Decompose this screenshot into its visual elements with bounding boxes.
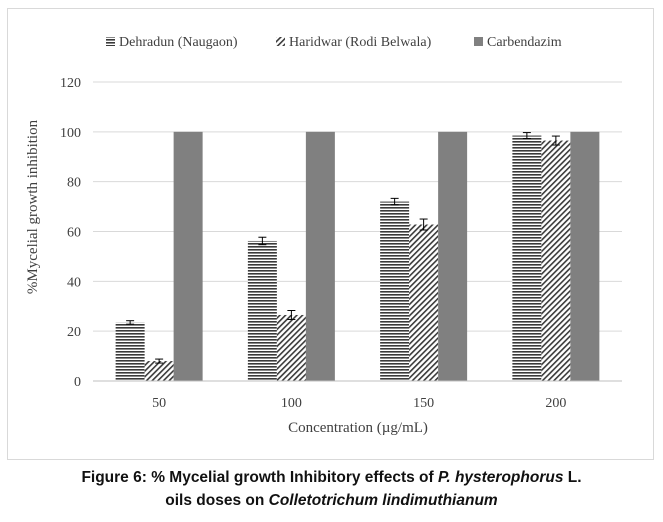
legend-label: Dehradun (Naugaon) <box>119 35 238 50</box>
bar-horizontal-lines-200 <box>512 135 542 381</box>
caption-text-suffix: L. <box>563 469 582 486</box>
legend: Dehradun (Naugaon) Haridwar (Rodi Belwala… <box>106 35 562 50</box>
y-tick-label: 40 <box>67 275 81 290</box>
legend-swatch-solid <box>474 37 483 46</box>
x-tick-label: 150 <box>413 396 434 411</box>
y-tick-label: 20 <box>67 325 81 340</box>
bar-diagonal-lines-50 <box>144 361 174 381</box>
bar-diagonal-lines-150 <box>409 224 439 381</box>
caption-species: P. hysterophorus <box>437 469 564 486</box>
caption-text-2: oils doses on <box>165 492 269 509</box>
bar-solid-50 <box>173 131 203 381</box>
bar-horizontal-lines-150 <box>380 201 410 381</box>
legend-swatch-horizontal-lines <box>106 37 115 46</box>
bar-solid-200 <box>570 131 600 381</box>
caption-pathogen: Colletotrichum lindimuthianum <box>268 492 498 509</box>
error-bars <box>126 132 560 364</box>
bar-horizontal-lines-50 <box>115 322 145 381</box>
y-tick-label: 60 <box>67 226 81 241</box>
x-tick-label: 100 <box>281 396 302 411</box>
bar-horizontal-lines-100 <box>247 240 277 381</box>
y-tick-labels: 0 20 40 60 80 100 120 <box>60 76 81 390</box>
y-tick-label: 100 <box>60 126 81 141</box>
bar-diagonal-lines-100 <box>276 314 306 381</box>
legend-swatch-diagonal-lines <box>276 37 285 46</box>
figure-caption: Figure 6: % Mycelial growth Inhibitory e… <box>0 466 663 512</box>
bar-diagonal-lines-200 <box>541 140 571 381</box>
legend-label: Carbendazim <box>487 35 562 50</box>
x-tick-label: 50 <box>152 396 166 411</box>
bar-solid-150 <box>438 131 468 381</box>
bar-chart: 0 20 40 60 80 100 120 50 100 150 200 Dehradun (Na… <box>25 35 622 436</box>
x-axis-title: Concentration (µg/mL) <box>288 420 428 436</box>
bars <box>115 131 600 381</box>
x-tick-labels: 50 100 150 200 <box>152 396 566 411</box>
y-tick-label: 120 <box>60 76 81 91</box>
caption-line-1: Figure 6: % Mycelial growth Inhibitory e… <box>0 466 663 489</box>
x-tick-label: 200 <box>545 396 566 411</box>
caption-line-2: oils doses on Colletotrichum lindimuthia… <box>0 489 663 512</box>
y-tick-label: 0 <box>74 375 81 390</box>
bar-solid-100 <box>305 131 335 381</box>
legend-label: Haridwar (Rodi Belwala) <box>289 35 432 50</box>
y-axis-title: %Mycelial growth inhibition <box>25 119 41 294</box>
y-tick-label: 80 <box>67 176 81 191</box>
caption-text: Figure 6: % Mycelial growth Inhibitory e… <box>81 469 438 486</box>
